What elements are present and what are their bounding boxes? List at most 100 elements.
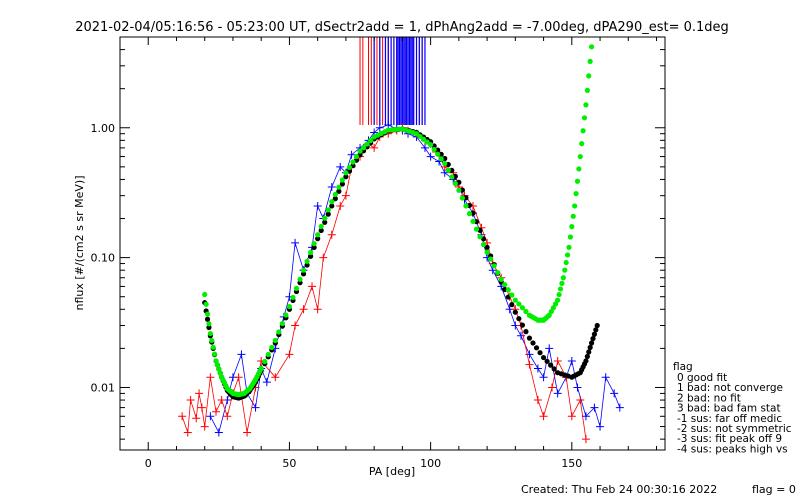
fit-point [357,148,363,154]
data-point [223,412,232,421]
data-point [313,305,322,314]
data-point [581,435,590,444]
x-tick-label: 50 [282,457,296,470]
fit-point [484,249,490,255]
legend-entry: -3 sus: fit peak off 9 [677,433,782,445]
fit-point [216,366,222,372]
fit-point [315,236,321,242]
fit-point [523,308,529,315]
fit-point [537,350,543,356]
fit-point [346,164,353,170]
fit-point [293,285,300,291]
chart-title: 2021-02-04/05:16:56 - 05:23:00 UT, dSect… [75,20,729,35]
fit-point [368,137,374,144]
fit-point [276,329,282,335]
fit-point [442,160,448,167]
fit-point [587,344,593,351]
data-point [206,373,215,382]
data-point [615,403,624,412]
fit-curve-3 [202,44,595,398]
fit-point [502,281,508,288]
fit-point [431,146,437,153]
fit-point [413,131,420,137]
data-point [291,238,300,247]
x-axis-label: PA [deg] [369,465,415,478]
fit-point [584,87,590,93]
x-axis: 0 50 100 150 [145,37,658,470]
fit-point [584,353,590,360]
fit-point [593,327,599,333]
fit-point [564,252,571,258]
fit-point [424,139,430,145]
fit-point [516,316,522,322]
x-tick-label: 150 [561,457,582,470]
fit-point [304,258,310,264]
legend-entry: -1 sus: far off medic [677,413,782,425]
fit-point [588,44,595,50]
data-point [251,403,260,412]
data-point [420,143,429,152]
legend-entry: 2 bad: no fit [677,392,741,404]
data-point [195,389,204,398]
fit-point [438,156,444,162]
data-point [291,321,300,330]
fit-point [555,297,561,303]
data-point [200,422,209,431]
fit-point [583,358,589,364]
fit-point [566,244,572,250]
series-line [210,124,621,434]
fit-point [484,244,490,250]
data-point [217,396,226,405]
fit-point [308,249,314,256]
fit-point [562,267,568,273]
fit-point [569,224,575,230]
fit-point [480,241,487,248]
fit-point [322,215,328,221]
data-point [545,344,554,353]
created-timestamp: Created: Thu Feb 24 00:30:16 2022 [521,483,717,496]
data-point [313,201,322,210]
fit-point [211,351,218,357]
fit-point [206,324,212,331]
fit-point [523,329,529,335]
fit-point [540,354,547,361]
fit-point [339,181,345,187]
fit-point [329,199,335,205]
fit-point [548,362,554,368]
legend-title: flag [673,361,693,373]
data-point [601,373,610,382]
fit-point [343,174,349,180]
fit-point [318,223,324,230]
legend-entry: -2 sus: not symmetric [677,423,792,435]
fit-point [336,188,342,194]
fit-point [286,303,293,310]
fit-point [583,102,589,108]
fit-point [353,153,360,160]
fit-point [417,133,423,140]
fit-point [463,203,469,209]
data-point [548,383,557,392]
fit-point [258,365,264,372]
fit-point [509,302,515,308]
fit-point [560,275,566,281]
fit-point [325,211,331,217]
fit-point [505,287,511,293]
fit-point [573,191,579,197]
fit-point [203,301,209,307]
data-point [336,162,345,171]
data-point [214,428,223,437]
fit-point [452,181,458,187]
series-layer [178,44,624,444]
fit-point [563,259,569,266]
fit-point [206,321,212,327]
data-point [539,412,548,421]
data-point [299,305,308,314]
data-point [375,123,384,132]
data-point [192,414,201,423]
fit-point [512,297,518,303]
fit-point [318,227,324,234]
data-point [516,331,525,340]
fit-point [586,349,592,355]
fit-point [491,263,497,269]
fit-point [544,358,550,364]
